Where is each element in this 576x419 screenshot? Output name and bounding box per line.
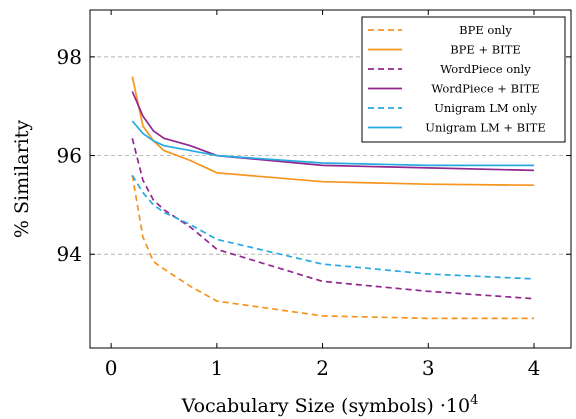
series-lines <box>131 76 535 320</box>
x-tick-label-0: 0 <box>105 356 118 380</box>
legend-label-wordpiece-only: WordPiece only <box>440 62 531 76</box>
legend: BPE only BPE + BITE WordPiece only WordPiec… <box>361 16 566 143</box>
x-tick-label-4: 4 <box>528 356 541 380</box>
y-tick-label-98: 98 <box>57 45 82 69</box>
legend-label-unigram-lm-only: Unigram LM only <box>434 101 537 115</box>
x-axis-title-exponent: 4 <box>470 393 478 408</box>
legend-label-bpe-bite: BPE + BITE <box>450 43 521 57</box>
x-tick-label-1: 1 <box>210 356 223 380</box>
legend-label-unigram-lm-bite: Unigram LM + BITE <box>425 121 545 135</box>
axis-ticks: 94 96 98 0 1 2 3 4 <box>57 10 571 380</box>
legend-label-wordpiece-bite: WordPiece + BITE <box>431 82 539 96</box>
legend-box <box>361 16 566 143</box>
series-line-wordpiece-bite <box>131 91 535 172</box>
y-tick-label-94: 94 <box>57 242 82 266</box>
series-line-bpe-bite <box>131 76 535 187</box>
x-axis-title: Vocabulary Size (symbols) ·104 <box>181 393 479 417</box>
series-line-wordpiece-only <box>131 138 535 300</box>
series-line-bpe-only <box>131 175 534 320</box>
series-line-unigram-lm-bite <box>131 120 534 167</box>
x-tick-label-2: 2 <box>316 356 329 380</box>
plot-frame <box>89 9 572 349</box>
x-axis-title-text: Vocabulary Size (symbols) ·10 <box>181 395 470 417</box>
y-tick-label-96: 96 <box>57 144 82 168</box>
x-tick-label-3: 3 <box>422 356 435 380</box>
y-axis-title: % Similarity <box>11 120 33 238</box>
series-line-unigram-lm-only <box>131 174 535 280</box>
legend-label-bpe-only: BPE only <box>459 23 512 37</box>
